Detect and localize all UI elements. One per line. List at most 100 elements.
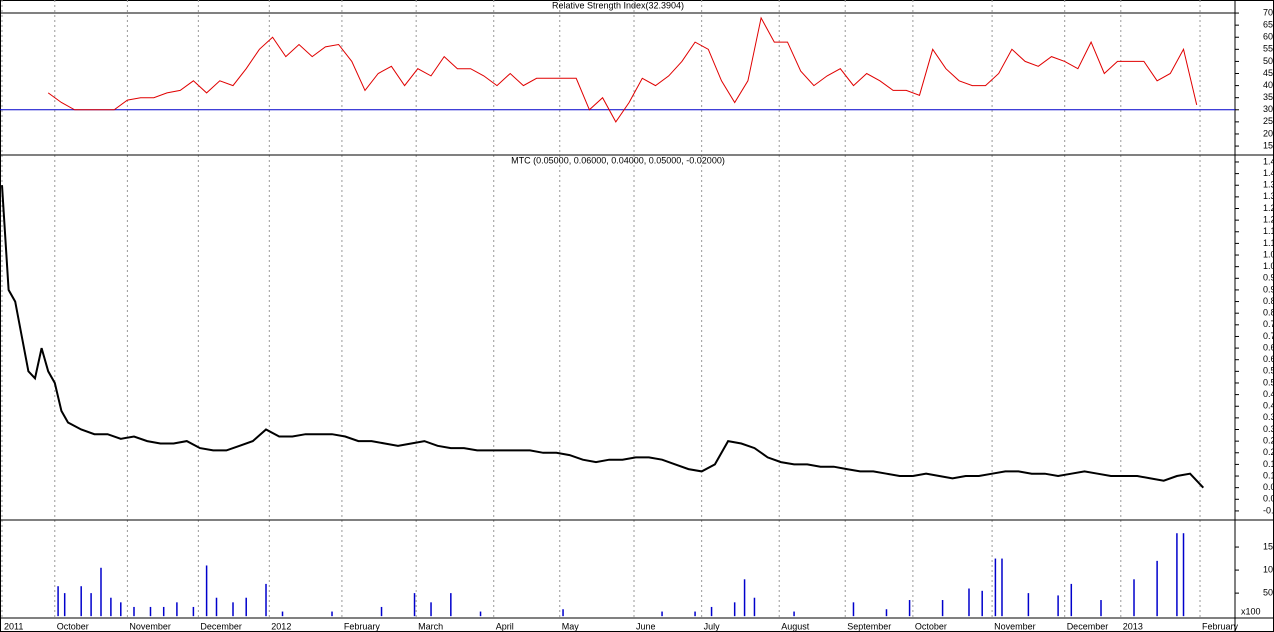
y-tick-label: 0.70 [1263,331,1274,341]
y-tick-label: 50 [1263,56,1273,66]
y-tick-label: 1.35 [1263,180,1274,190]
volume-bar [57,586,59,617]
x-tick-label: November [129,621,171,631]
y-tick-label: 1.05 [1263,249,1274,259]
y-tick-label: 55 [1263,44,1273,54]
volume-bar [1182,533,1185,617]
y-tick-label: 1.20 [1263,215,1274,225]
volume-bar [245,597,247,617]
volume-bar [450,593,452,617]
y-tick-label: 1.10 [1263,238,1274,248]
y-tick-label: 0.90 [1263,284,1274,294]
volume-bar [1057,595,1059,617]
volume-bar [710,606,713,617]
volume-bar [908,600,911,617]
volume-bar [100,567,102,617]
x-tick-label: February [1202,621,1239,631]
volume-bar [562,609,564,617]
volume-bar [215,597,218,617]
y-tick-label: -0.05 [1263,505,1274,515]
volume-bar [176,602,178,617]
x-tick-label: October [57,621,89,631]
volume-bar [1133,579,1135,617]
y-tick-label: 0.65 [1263,342,1274,352]
volume-bar [232,602,234,617]
y-tick-label: 1.30 [1263,191,1274,201]
x-tick-label: June [636,621,656,631]
y-tick-label: 1.25 [1263,203,1274,213]
volume-bar [205,565,208,617]
y-tick-label: 30 [1263,104,1273,114]
y-tick-label: 65 [1263,20,1273,30]
volume-bar [90,593,92,617]
y-tick-label: 1.40 [1263,168,1274,178]
volume-bar [80,586,82,617]
volume-bar [661,611,663,617]
volume-bar [885,609,888,617]
volume-bar [753,597,756,617]
y-tick-label: 0.40 [1263,401,1274,411]
y-tick-label: 40 [1263,80,1273,90]
volume-bar [852,602,855,617]
volume-bar [1027,593,1030,617]
volume-bar [1156,560,1158,617]
x-tick-label: March [418,621,443,631]
y-tick-label: 1.15 [1263,226,1274,236]
x-tick-label: February [344,621,381,631]
x-tick-label: 2012 [271,621,291,631]
y-tick-label: 10000 [1263,564,1274,574]
y-tick-label: 25 [1263,116,1273,126]
x-tick-label: August [781,621,810,631]
x-tick-label: October [915,621,947,631]
x-tick-label: 2011 [4,621,23,631]
y-tick-label: 0.30 [1263,424,1274,434]
y-tick-label: 0.35 [1263,412,1274,422]
y-tick-label: 0.95 [1263,273,1274,283]
y-tick-label: 0.00 [1263,494,1274,504]
x-tick-label: May [562,621,580,631]
panel-title: MTC (0.05000, 0.06000, 0.04000, 0.05000,… [511,155,725,165]
y-tick-label: 45 [1263,68,1273,78]
volume-bar [149,606,152,617]
x-tick-label: December [200,621,242,631]
volume-bar [430,602,432,617]
volume-bar [281,611,284,617]
volume-bar [265,583,267,617]
volume-bar [380,606,383,617]
volume-bar [331,611,333,617]
y-tick-label: 15000 [1263,541,1274,551]
y-tick-label: 0.45 [1263,389,1274,399]
volume-bar [1001,558,1003,617]
volume-bar [1100,600,1102,617]
y-tick-label: 0.20 [1263,447,1274,457]
volume-bar [479,611,482,617]
y-tick-label: 5000 [1263,587,1274,597]
y-tick-label: 0.85 [1263,296,1274,306]
series-line [1,185,1205,489]
y-tick-label: 0.60 [1263,354,1274,364]
volume-bar [162,606,165,617]
y-tick-label: 0.05 [1263,482,1274,492]
y-tick-label: 0.10 [1263,470,1274,480]
panel-title: Relative Strength Index(32.3904) [552,0,684,10]
volume-bar [941,600,944,617]
y-tick-label: 20 [1263,128,1273,138]
volume-bar [1070,583,1073,617]
y-tick-label: 0.25 [1263,436,1274,446]
volume-bar [981,590,983,617]
volume-bar [63,593,66,617]
y-tick-label: 70 [1263,7,1273,17]
volume-bar [968,588,970,617]
volume-bar [793,611,795,617]
y-tick-label: 35 [1263,92,1273,102]
x-tick-label: July [704,621,721,631]
series-line [47,16,1198,123]
y-tick-label: 0.55 [1263,366,1274,376]
x-tick-label: 2013 [1123,621,1143,631]
volume-bar [1176,533,1178,617]
volume-bar [133,606,135,617]
volume-bar [994,558,997,617]
x-tick-label: April [496,621,514,631]
y-tick-label: 1.00 [1263,261,1274,271]
